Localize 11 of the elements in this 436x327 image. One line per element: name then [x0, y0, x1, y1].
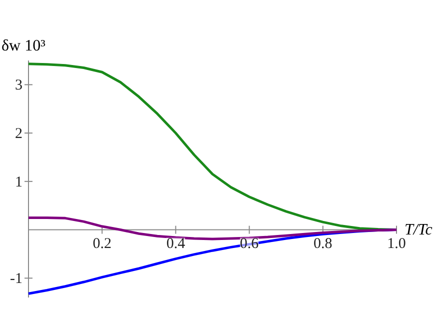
y-tick-label: 3	[15, 78, 22, 94]
x-tick-label: 0.8	[314, 236, 332, 252]
x-tick-label: 0.6	[240, 236, 260, 252]
x-axis-title: T/Tc	[404, 221, 432, 238]
y-axis-title: δw 10³	[2, 38, 46, 54]
y-tick-label: 1	[15, 174, 22, 190]
y-tick-label: 2	[15, 126, 22, 142]
x-tick-label: 1.0	[387, 236, 406, 252]
x-tick-label: 0.4	[166, 236, 186, 252]
y-tick-label: -1	[10, 271, 23, 288]
x-tick-label: 0.2	[92, 236, 112, 252]
